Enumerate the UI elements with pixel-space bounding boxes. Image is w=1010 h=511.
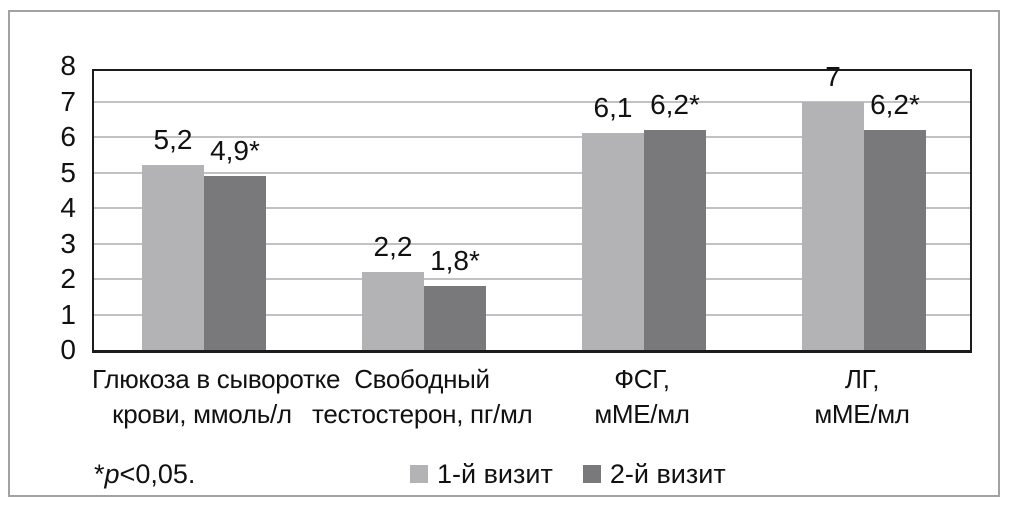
y-tick-label-6: 6 (60, 121, 76, 152)
bar-series-2-cat-4 (864, 129, 926, 350)
value-label-series-2-cat-4: 6,2* (870, 88, 920, 120)
footnote-p-symbol: p (104, 459, 120, 489)
legend-label-1: 1-й визит (437, 459, 553, 489)
bar-series-1-cat-4 (802, 101, 864, 350)
category-label-2-line-2: тестостерон, пг/мл (312, 399, 533, 429)
value-label-series-1-cat-4: 7 (825, 60, 841, 92)
figure-border: 0 1 2 3 4 5 6 7 8 5,2 4,9* 2,2 1,8* 6,1 6,2* 7 6,2* Глюк… (8, 10, 1000, 497)
legend-swatch-2 (582, 465, 601, 483)
gridline-4 (94, 207, 970, 209)
category-label-1-line-2: крови, ммоль/л (112, 399, 292, 429)
legend: 1-й визит 2-й визит (410, 459, 726, 489)
legend-swatch-1 (410, 465, 428, 483)
y-tick-label-1: 1 (60, 298, 76, 330)
bar-series-2-cat-1 (204, 176, 266, 350)
category-label-3-line-1: ФСГ, (614, 364, 670, 394)
value-label-series-1-cat-1: 5,2 (153, 124, 193, 156)
value-label-series-2-cat-1: 4,9* (210, 135, 260, 167)
gridline-5 (94, 171, 970, 174)
y-tick-label-3: 3 (60, 227, 76, 259)
footnote-threshold: <0,05. (119, 459, 196, 489)
category-label-1: Глюкоза в сыворотке крови, ммоль/л (92, 362, 341, 432)
gridline-2 (94, 278, 970, 280)
category-label-4: ЛГ, мМЕ/мл (752, 362, 972, 432)
legend-label-2: 2-й визит (609, 459, 726, 489)
bar-series-1-cat-3 (582, 133, 644, 350)
gridline-6 (94, 136, 970, 138)
bar-series-2-cat-2 (424, 286, 486, 350)
category-label-2-line-1: Свободный (354, 364, 490, 394)
bar-series-1-cat-1 (142, 165, 204, 350)
gridline-1 (94, 313, 970, 316)
value-label-series-2-cat-2: 1,8* (430, 245, 480, 277)
value-label-series-1-cat-3: 6,1 (593, 92, 633, 124)
y-tick-label-7: 7 (60, 85, 76, 117)
bar-series-1-cat-2 (362, 271, 424, 350)
legend-item-2: 2-й визит (582, 459, 726, 489)
category-label-2: Свободный тестостерон, пг/мл (312, 362, 533, 432)
gridline-3 (94, 242, 970, 245)
chart-plot-area: 0 1 2 3 4 5 6 7 8 5,2 4,9* 2,2 1,8* 6,1 6,2* 7 6,2* (60, 50, 972, 365)
category-label-3: ФСГ, мМЕ/мл (532, 362, 752, 432)
category-axis-labels: Глюкоза в сыворотке крови, ммоль/л Свободн… (92, 362, 972, 436)
category-label-3-line-2: мМЕ/мл (594, 399, 690, 429)
y-tick-label-8: 8 (60, 50, 76, 81)
y-tick-label-5: 5 (60, 156, 76, 188)
gridline-7 (94, 100, 970, 103)
category-label-1-line-1: Глюкоза в сыворотке (92, 364, 341, 394)
category-label-4-line-2: мМЕ/мл (814, 399, 910, 429)
footnote-asterisk: * (94, 459, 105, 489)
y-tick-label-2: 2 (60, 263, 76, 294)
value-label-series-1-cat-2: 2,2 (373, 230, 413, 262)
bar-series-2-cat-3 (644, 129, 706, 350)
value-label-series-2-cat-3: 6,2* (650, 88, 700, 120)
y-tick-label-0: 0 (60, 334, 76, 365)
legend-item-1: 1-й визит (410, 459, 553, 489)
footnote: *p<0,05. (94, 459, 195, 489)
category-label-4-line-1: ЛГ, (844, 364, 880, 394)
y-tick-label-4: 4 (60, 192, 76, 223)
